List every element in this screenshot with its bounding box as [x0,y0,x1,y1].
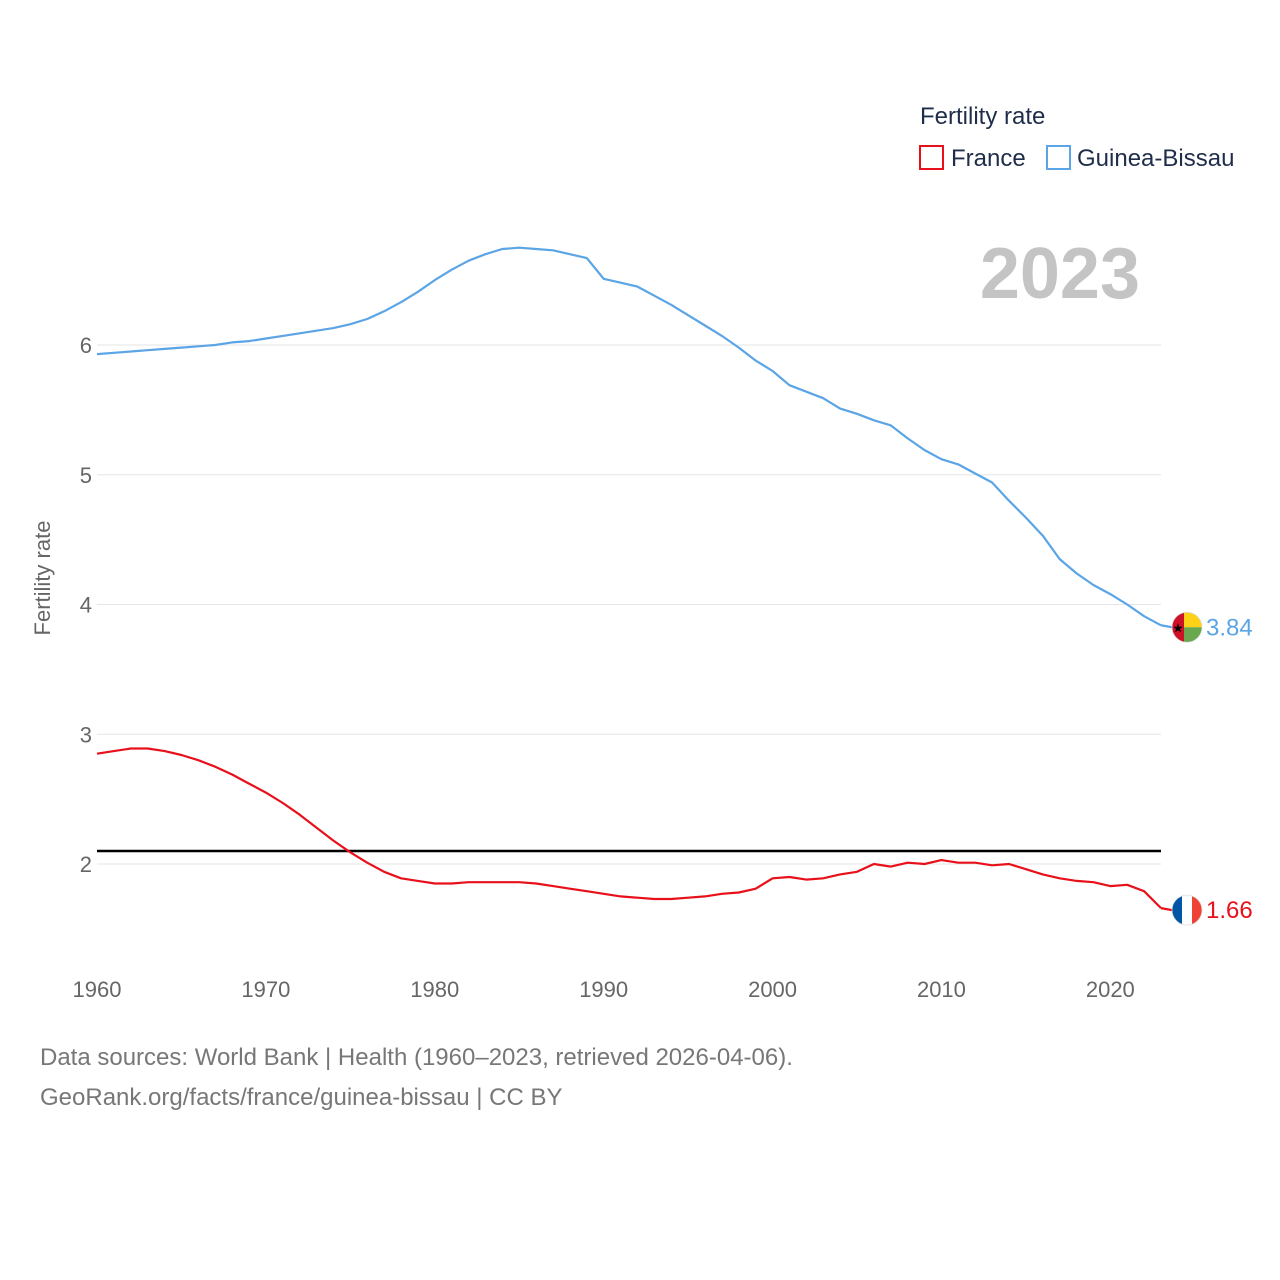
y-tick-label: 3 [80,722,92,747]
x-tick-label: 1960 [73,977,122,1002]
y-axis-title: Fertility rate [30,521,55,636]
legend-swatch-france [919,145,944,170]
series-lines [96,246,1162,909]
x-tick-label: 2020 [1086,977,1135,1002]
legend-title: Fertility rate [920,103,1045,130]
legend: Fertility rate France Guinea-Bissau [919,103,1234,172]
y-tick-label: 6 [80,333,92,358]
flag-france-icon [1171,894,1203,926]
legend-swatch-guinea-bissau [1046,145,1071,170]
y-tick-label: 5 [80,463,92,488]
x-axis-ticks: 1960 1970 1980 1990 2000 2010 2020 [73,977,1135,1002]
series-line-guinea-bissau [96,246,1162,627]
y-tick-label: 2 [80,852,92,877]
y-axis-ticks: 2 3 4 5 6 [80,333,92,877]
source-line-1: Data sources: World Bank | Health (1960–… [40,1044,793,1071]
x-tick-label: 1970 [241,977,290,1002]
x-tick-label: 1980 [410,977,459,1002]
end-markers: 1.66 3.84 [1160,611,1253,926]
x-tick-label: 2010 [917,977,966,1002]
x-tick-label: 1990 [579,977,628,1002]
gridlines [97,344,1161,865]
legend-label-france: France [951,145,1026,172]
end-label-guinea-bissau: 3.84 [1206,614,1253,641]
end-connector-guinea-bissau [1160,624,1173,629]
legend-item-france[interactable]: France [919,145,1026,172]
end-connector-france [1160,907,1173,912]
source-line-2[interactable]: GeoRank.org/facts/france/guinea-bissau |… [40,1084,563,1111]
flag-guinea-bissau-icon [1171,611,1203,643]
legend-label-guinea-bissau: Guinea-Bissau [1077,145,1234,172]
year-label: 2023 [980,234,1140,314]
fertility-rate-chart: 2 3 4 5 6 1960 1970 1980 1990 2000 2010 2020 Ferti… [30,103,1253,1002]
series-line-france [96,747,1162,909]
x-tick-label: 2000 [748,977,797,1002]
end-label-france: 1.66 [1206,897,1253,924]
legend-item-guinea-bissau[interactable]: Guinea-Bissau [1046,145,1234,172]
y-tick-label: 4 [80,593,92,618]
